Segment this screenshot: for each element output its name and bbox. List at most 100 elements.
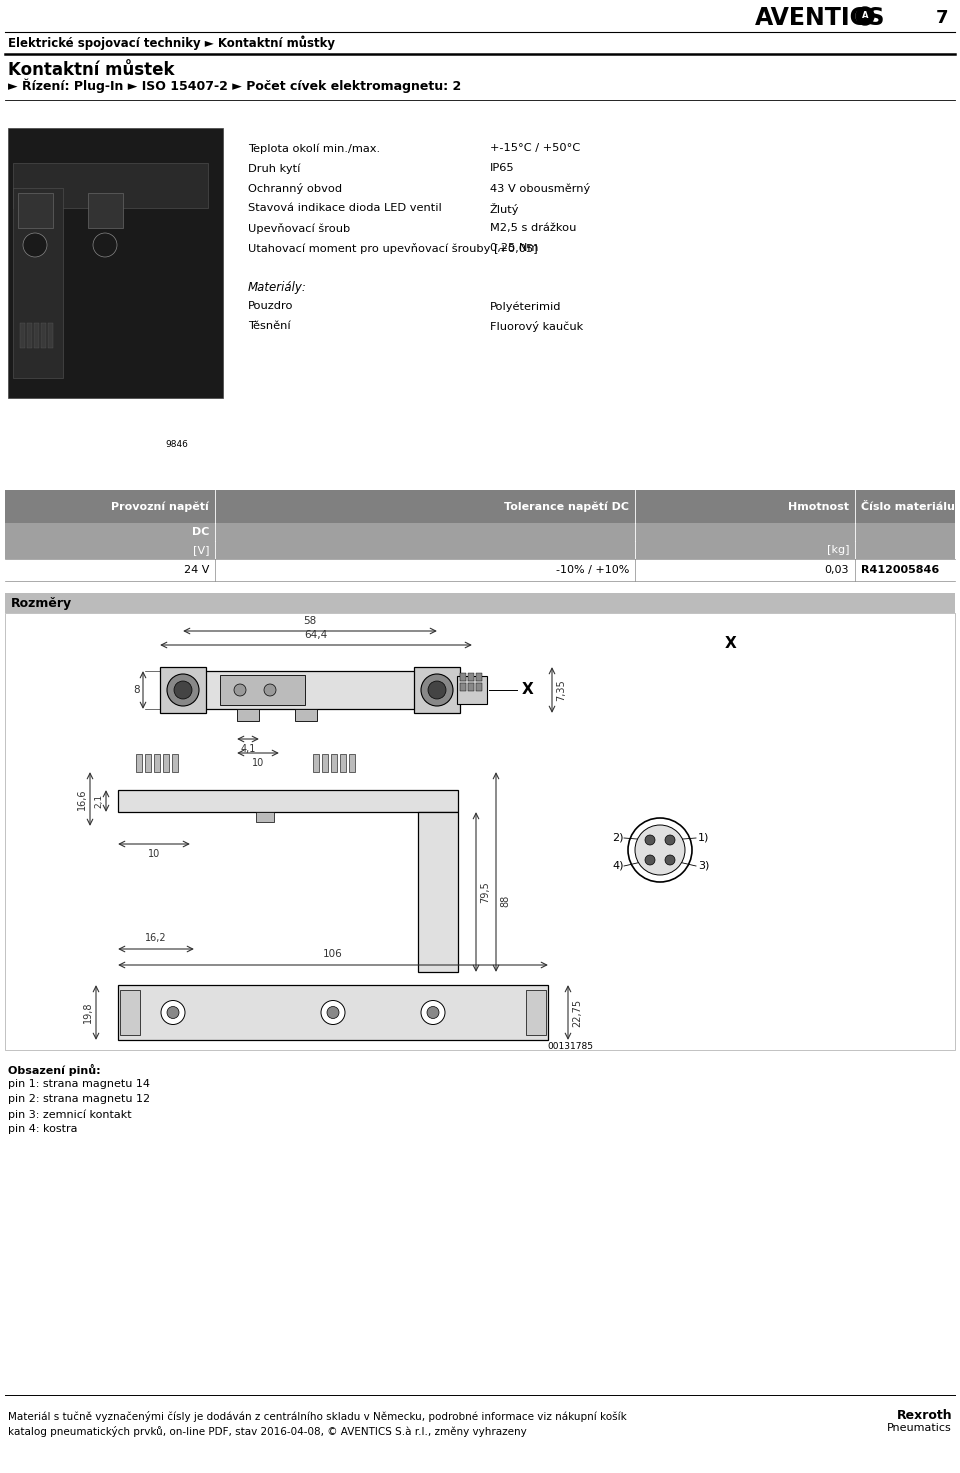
Text: Provozní napětí: Provozní napětí: [111, 501, 209, 511]
Text: 4): 4): [612, 862, 623, 871]
Text: Utahovací moment pro upevňovací šrouby [+0,05]: Utahovací moment pro upevňovací šrouby […: [248, 243, 538, 253]
Bar: [256, 812, 274, 822]
Text: Těsnění: Těsnění: [248, 321, 291, 331]
Text: Materiál s tučně vyznačenými čísly je dodáván z centrálního skladu v Německu, po: Materiál s tučně vyznačenými čísly je do…: [8, 1411, 627, 1421]
Text: 8: 8: [133, 685, 140, 695]
Text: Ochranný obvod: Ochranný obvod: [248, 183, 342, 194]
Circle shape: [161, 1000, 185, 1025]
Text: 79,5: 79,5: [480, 881, 490, 903]
Bar: [468, 673, 474, 681]
Text: -10% / +10%: -10% / +10%: [556, 566, 629, 574]
Text: Teplota okolí min./max.: Teplota okolí min./max.: [248, 143, 380, 153]
Bar: [476, 673, 482, 681]
Bar: [160, 667, 206, 713]
Bar: [18, 193, 53, 228]
Bar: [468, 683, 474, 691]
Bar: [13, 189, 63, 379]
Text: Stavová indikace dioda LED ventil: Stavová indikace dioda LED ventil: [248, 203, 442, 214]
Text: Pneumatics: Pneumatics: [887, 1423, 952, 1433]
Circle shape: [856, 7, 874, 25]
Text: 1): 1): [698, 834, 709, 843]
Text: 0,03: 0,03: [825, 566, 849, 574]
Bar: [163, 754, 169, 772]
Text: 58: 58: [303, 616, 317, 626]
Text: A: A: [862, 12, 868, 21]
Text: pin 3: zemnicí kontakt: pin 3: zemnicí kontakt: [8, 1109, 132, 1119]
Text: 2,1: 2,1: [94, 794, 103, 809]
Text: +-15°C / +50°C: +-15°C / +50°C: [490, 143, 580, 153]
Text: R412005846: R412005846: [861, 566, 939, 574]
Text: 0,25 Nm: 0,25 Nm: [490, 243, 539, 253]
Text: 2): 2): [612, 834, 623, 843]
Text: 3): 3): [698, 862, 709, 871]
Text: Druh kytí: Druh kytí: [248, 164, 300, 174]
Text: Upevňovací šroub: Upevňovací šroub: [248, 222, 350, 234]
Text: Rozměry: Rozměry: [11, 597, 72, 610]
Text: Polyéterimid: Polyéterimid: [490, 300, 562, 311]
Bar: [136, 754, 142, 772]
Bar: [220, 675, 305, 706]
Text: ► Řízení: Plug-In ► ISO 15407-2 ► Počet cívek elektromagnetu: 2: ► Řízení: Plug-In ► ISO 15407-2 ► Počet …: [8, 78, 461, 93]
Circle shape: [421, 1000, 445, 1025]
Circle shape: [167, 675, 199, 706]
Circle shape: [264, 683, 276, 697]
Text: Fluorový kaučuk: Fluorový kaučuk: [490, 321, 584, 331]
Bar: [20, 323, 25, 348]
Bar: [172, 754, 178, 772]
Circle shape: [421, 675, 453, 706]
Text: 7,35: 7,35: [556, 679, 566, 701]
Text: 7: 7: [935, 9, 948, 27]
Bar: [331, 754, 337, 772]
Bar: [13, 164, 208, 208]
Bar: [237, 709, 259, 720]
Text: 19,8: 19,8: [83, 1002, 93, 1024]
Circle shape: [327, 1006, 339, 1018]
Bar: [5, 523, 955, 541]
Text: Materiály:: Materiály:: [248, 281, 307, 295]
Bar: [460, 683, 466, 691]
Text: Hmotnost: Hmotnost: [788, 501, 849, 511]
Circle shape: [645, 854, 655, 865]
Circle shape: [645, 835, 655, 846]
Text: 64,4: 64,4: [304, 630, 327, 639]
Bar: [34, 323, 39, 348]
Bar: [5, 541, 955, 558]
Text: DC: DC: [192, 527, 209, 538]
Bar: [27, 323, 32, 348]
Circle shape: [23, 233, 47, 256]
Bar: [418, 812, 458, 972]
Circle shape: [174, 681, 192, 700]
Text: 16,6: 16,6: [77, 788, 87, 810]
Text: IP65: IP65: [490, 164, 515, 172]
Circle shape: [665, 835, 675, 846]
Bar: [526, 990, 546, 1036]
Bar: [457, 676, 487, 704]
Text: X: X: [725, 635, 736, 651]
Bar: [154, 754, 160, 772]
Bar: [8, 128, 223, 398]
Text: 88: 88: [500, 896, 510, 907]
Bar: [88, 193, 123, 228]
Bar: [476, 683, 482, 691]
Text: Pouzdro: Pouzdro: [248, 300, 294, 311]
Text: pin 4: kostra: pin 4: kostra: [8, 1124, 78, 1134]
Bar: [5, 613, 955, 1050]
Circle shape: [628, 818, 692, 882]
Text: 22,75: 22,75: [572, 999, 582, 1027]
Text: Žlutý: Žlutý: [490, 203, 519, 215]
Circle shape: [427, 1006, 439, 1018]
Circle shape: [321, 1000, 345, 1025]
Text: 24 V: 24 V: [183, 566, 209, 574]
Bar: [48, 323, 53, 348]
Text: Číslo materiálu: Číslo materiálu: [861, 501, 955, 511]
Text: Elektrické spojovací techniky ► Kontaktní můstky: Elektrické spojovací techniky ► Kontaktn…: [8, 35, 335, 50]
Text: AVENTICS: AVENTICS: [755, 6, 885, 29]
Text: X: X: [522, 682, 534, 698]
Circle shape: [428, 681, 446, 700]
Bar: [120, 990, 140, 1036]
Text: 00131785: 00131785: [547, 1041, 593, 1052]
Text: katalog pneumatických prvků, on-line PDF, stav 2016-04-08, © AVENTICS S.à r.l., : katalog pneumatických prvků, on-line PDF…: [8, 1426, 527, 1438]
Circle shape: [167, 1006, 179, 1018]
Text: 10: 10: [252, 759, 264, 767]
Text: Kontaktní můstek: Kontaktní můstek: [8, 60, 175, 80]
